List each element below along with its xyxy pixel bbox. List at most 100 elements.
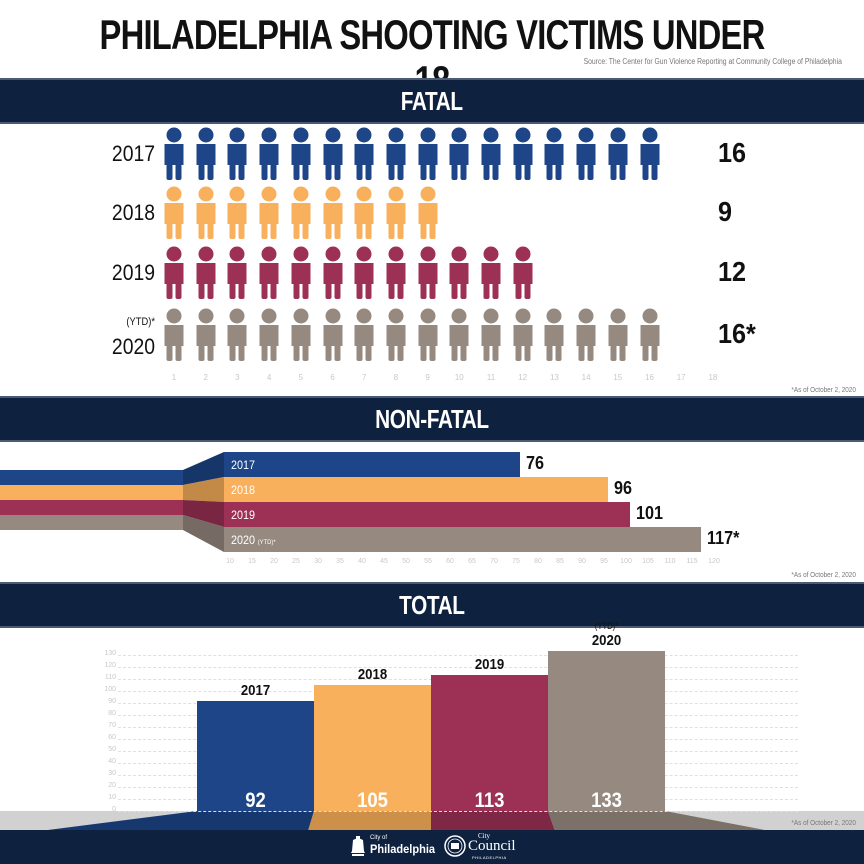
fatal-count: 16*: [718, 318, 756, 349]
nonfatal-axis-tick: 85: [556, 558, 564, 565]
person-icon: [607, 127, 629, 183]
total-bar-2017: [197, 700, 314, 811]
person-icon: [512, 246, 534, 302]
person-icon: [417, 127, 439, 183]
logo-philadelphia: Philadelphia: [370, 842, 436, 856]
person-icon: [195, 308, 217, 364]
nonfatal-axis-tick: 50: [402, 558, 410, 565]
nonfatal-value: 117*: [706, 528, 740, 548]
person-icon: [290, 186, 312, 242]
fatal-ytd-label: (YTD)*: [126, 316, 155, 328]
total-gridline: [118, 811, 798, 812]
total-y-tick: 10: [108, 794, 116, 801]
person-icon: [417, 186, 439, 242]
fatal-axis-tick: 7: [361, 373, 367, 382]
fatal-count: 16: [718, 137, 747, 168]
logo-council-sub: PHILADELPHIA: [472, 855, 507, 860]
nonfatal-bar-2017: 2017: [224, 452, 521, 477]
total-year-label: 2019: [474, 656, 505, 674]
nonfatal-axis-tick: 105: [642, 558, 654, 565]
fatal-axis-tick: 12: [518, 373, 528, 382]
nonfatal-axis-tick: 115: [686, 558, 698, 565]
fatal-year-label: 2020: [111, 334, 155, 359]
nonfatal-axis-tick: 65: [468, 558, 476, 565]
nonfatal-axis-tick: 30: [314, 558, 322, 565]
nonfatal-bar-label: 2020 (YTD)*: [231, 533, 276, 547]
person-icon: [353, 246, 375, 302]
fatal-axis-tick: 4: [266, 373, 272, 382]
person-icon: [163, 308, 185, 364]
person-icon: [639, 308, 661, 364]
person-icon: [385, 186, 407, 242]
nonfatal-axis-tick: 25: [292, 558, 300, 565]
person-icon: [195, 127, 217, 183]
nonfatal-axis-tick: 75: [512, 558, 520, 565]
total-y-tick: 50: [108, 746, 116, 753]
fatal-axis-tick: 6: [330, 373, 335, 382]
fatal-axis-tick: 18: [708, 373, 718, 382]
person-icon: [385, 246, 407, 302]
person-icon: [512, 308, 534, 364]
person-icon: [639, 127, 661, 183]
fatal-axis-tick: 2: [203, 373, 208, 382]
fatal-axis-tick: 8: [393, 373, 399, 382]
logo-city: City: [478, 832, 491, 840]
nonfatal-bar-label: 2018: [231, 483, 255, 497]
nonfatal-axis-tick: 70: [490, 558, 498, 565]
fatal-row-2020: 2020 (YTD)* 16*: [0, 308, 864, 364]
fatal-axis-tick: 3: [235, 373, 240, 382]
person-icon: [512, 127, 534, 183]
nonfatal-section-title: NON-FATAL: [375, 403, 489, 434]
nonfatal-ytd: (YTD)*: [257, 538, 276, 546]
nonfatal-axis-tick: 120: [708, 558, 720, 565]
total-value: 105: [357, 789, 388, 812]
nonfatal-year: 2020: [231, 532, 256, 547]
total-y-tick: 120: [104, 662, 116, 669]
person-icon: [258, 186, 280, 242]
fatal-axis-tick: 9: [425, 373, 430, 382]
fatal-row-2019: 2019 12: [0, 246, 864, 302]
nonfatal-axis-tick: 10: [226, 558, 234, 565]
liberty-bell-icon: [351, 836, 365, 856]
person-icon: [607, 308, 629, 364]
fatal-axis-tick: 13: [549, 373, 559, 382]
total-value: 133: [591, 789, 622, 812]
nonfatal-axis-tick: 15: [248, 558, 256, 565]
person-icon: [353, 186, 375, 242]
total-y-tick: 20: [108, 782, 116, 789]
nonfatal-axis-tick: 35: [336, 558, 344, 565]
nonfatal-axis-tick: 45: [380, 558, 388, 565]
nonfatal-axis-tick: 60: [446, 558, 454, 565]
nonfatal-as-of-note: *As of October 2, 2020: [791, 570, 856, 579]
person-icon: [163, 127, 185, 183]
fatal-year-label: 2017: [111, 141, 155, 166]
total-year-label: 2017: [240, 681, 271, 699]
total-y-tick: 80: [108, 710, 116, 717]
footer: City of Philadelphia City Council PHILAD…: [0, 830, 864, 864]
nonfatal-bar-label: 2017: [231, 458, 255, 472]
total-value: 113: [474, 789, 505, 812]
total-value: 92: [245, 789, 266, 812]
fatal-as-of-note: *As of October 2, 2020: [791, 385, 856, 394]
person-icon: [575, 127, 597, 183]
person-icon: [226, 246, 248, 302]
total-section-title: TOTAL: [399, 589, 465, 620]
fatal-axis-tick: 5: [298, 373, 304, 382]
nonfatal-axis-tick: 20: [270, 558, 278, 565]
nonfatal-bar-2018: 2018: [224, 477, 609, 502]
person-icon: [290, 127, 312, 183]
person-icon: [575, 308, 597, 364]
total-year-label: 2018: [357, 666, 388, 683]
ribbon-decoration: [0, 452, 224, 552]
fatal-axis-tick: 1: [171, 373, 177, 382]
person-icon: [226, 127, 248, 183]
person-icon: [385, 127, 407, 183]
nonfatal-section-header: NON-FATAL: [0, 396, 864, 442]
logo-council: Council: [468, 838, 516, 854]
person-icon: [448, 308, 470, 364]
fatal-axis-tick: 15: [613, 373, 623, 382]
fatal-row-2017: 2017 16: [0, 127, 864, 183]
total-y-tick: 40: [108, 758, 116, 765]
nonfatal-axis-tick: 55: [424, 558, 432, 565]
logo-city-of: City of: [370, 835, 388, 841]
